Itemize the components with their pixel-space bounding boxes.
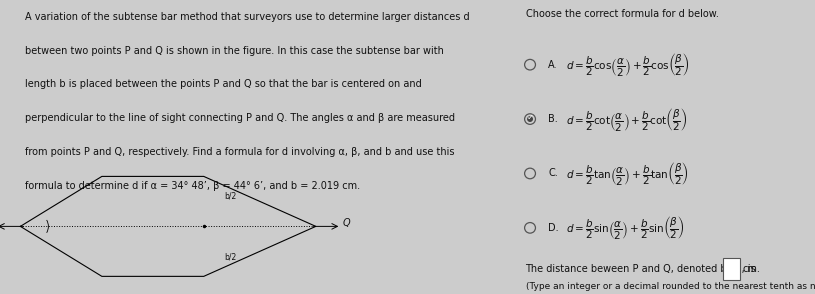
- Text: $d=\dfrac{b}{2}\sin\!\left(\dfrac{\alpha}{2}\right)+\dfrac{b}{2}\sin\!\left(\dfr: $d=\dfrac{b}{2}\sin\!\left(\dfrac{\alpha…: [566, 214, 685, 241]
- FancyBboxPatch shape: [723, 258, 740, 280]
- Text: formula to determine d if α = 34° 48’, β = 44° 6’, and b = 2.019 cm.: formula to determine d if α = 34° 48’, β…: [25, 181, 360, 191]
- Text: A variation of the subtense bar method that surveyors use to determine larger di: A variation of the subtense bar method t…: [25, 12, 470, 22]
- Text: $d=\dfrac{b}{2}\cot\!\left(\dfrac{\alpha}{2}\right)+\dfrac{b}{2}\cot\!\left(\dfr: $d=\dfrac{b}{2}\cot\!\left(\dfrac{\alpha…: [566, 106, 687, 133]
- Text: perpendicular to the line of sight connecting P and Q. The angles α and β are me: perpendicular to the line of sight conne…: [25, 113, 456, 123]
- Text: The distance beween P and Q, denoted by d, is: The distance beween P and Q, denoted by …: [526, 264, 756, 274]
- Text: $d=\dfrac{b}{2}\cos\!\left(\dfrac{\alpha}{2}\right)+\dfrac{b}{2}\cos\!\left(\dfr: $d=\dfrac{b}{2}\cos\!\left(\dfrac{\alpha…: [566, 51, 690, 78]
- Text: (Type an integer or a decimal rounded to the nearest tenth as needed.): (Type an integer or a decimal rounded to…: [526, 282, 815, 291]
- Text: C.: C.: [548, 168, 558, 178]
- Circle shape: [527, 116, 533, 122]
- Text: cm.: cm.: [742, 264, 760, 274]
- Text: B.: B.: [548, 114, 558, 124]
- Text: $d=\dfrac{b}{2}\tan\!\left(\dfrac{\alpha}{2}\right)+\dfrac{b}{2}\tan\!\left(\dfr: $d=\dfrac{b}{2}\tan\!\left(\dfrac{\alpha…: [566, 160, 689, 187]
- Text: Q: Q: [342, 218, 350, 228]
- Text: b/2: b/2: [224, 191, 236, 200]
- Text: D.: D.: [548, 223, 559, 233]
- Text: ✓: ✓: [526, 113, 534, 122]
- Text: b/2: b/2: [224, 253, 236, 262]
- Text: A.: A.: [548, 60, 557, 70]
- Text: length b is placed between the points P and Q so that the bar is centered on and: length b is placed between the points P …: [25, 79, 422, 89]
- Text: from points P and Q, respectively. Find a formula for d involving α, β, and b an: from points P and Q, respectively. Find …: [25, 147, 455, 157]
- Text: between two points P and Q is shown in the figure. In this case the subtense bar: between two points P and Q is shown in t…: [25, 46, 444, 56]
- Text: Choose the correct formula for d below.: Choose the correct formula for d below.: [526, 9, 718, 19]
